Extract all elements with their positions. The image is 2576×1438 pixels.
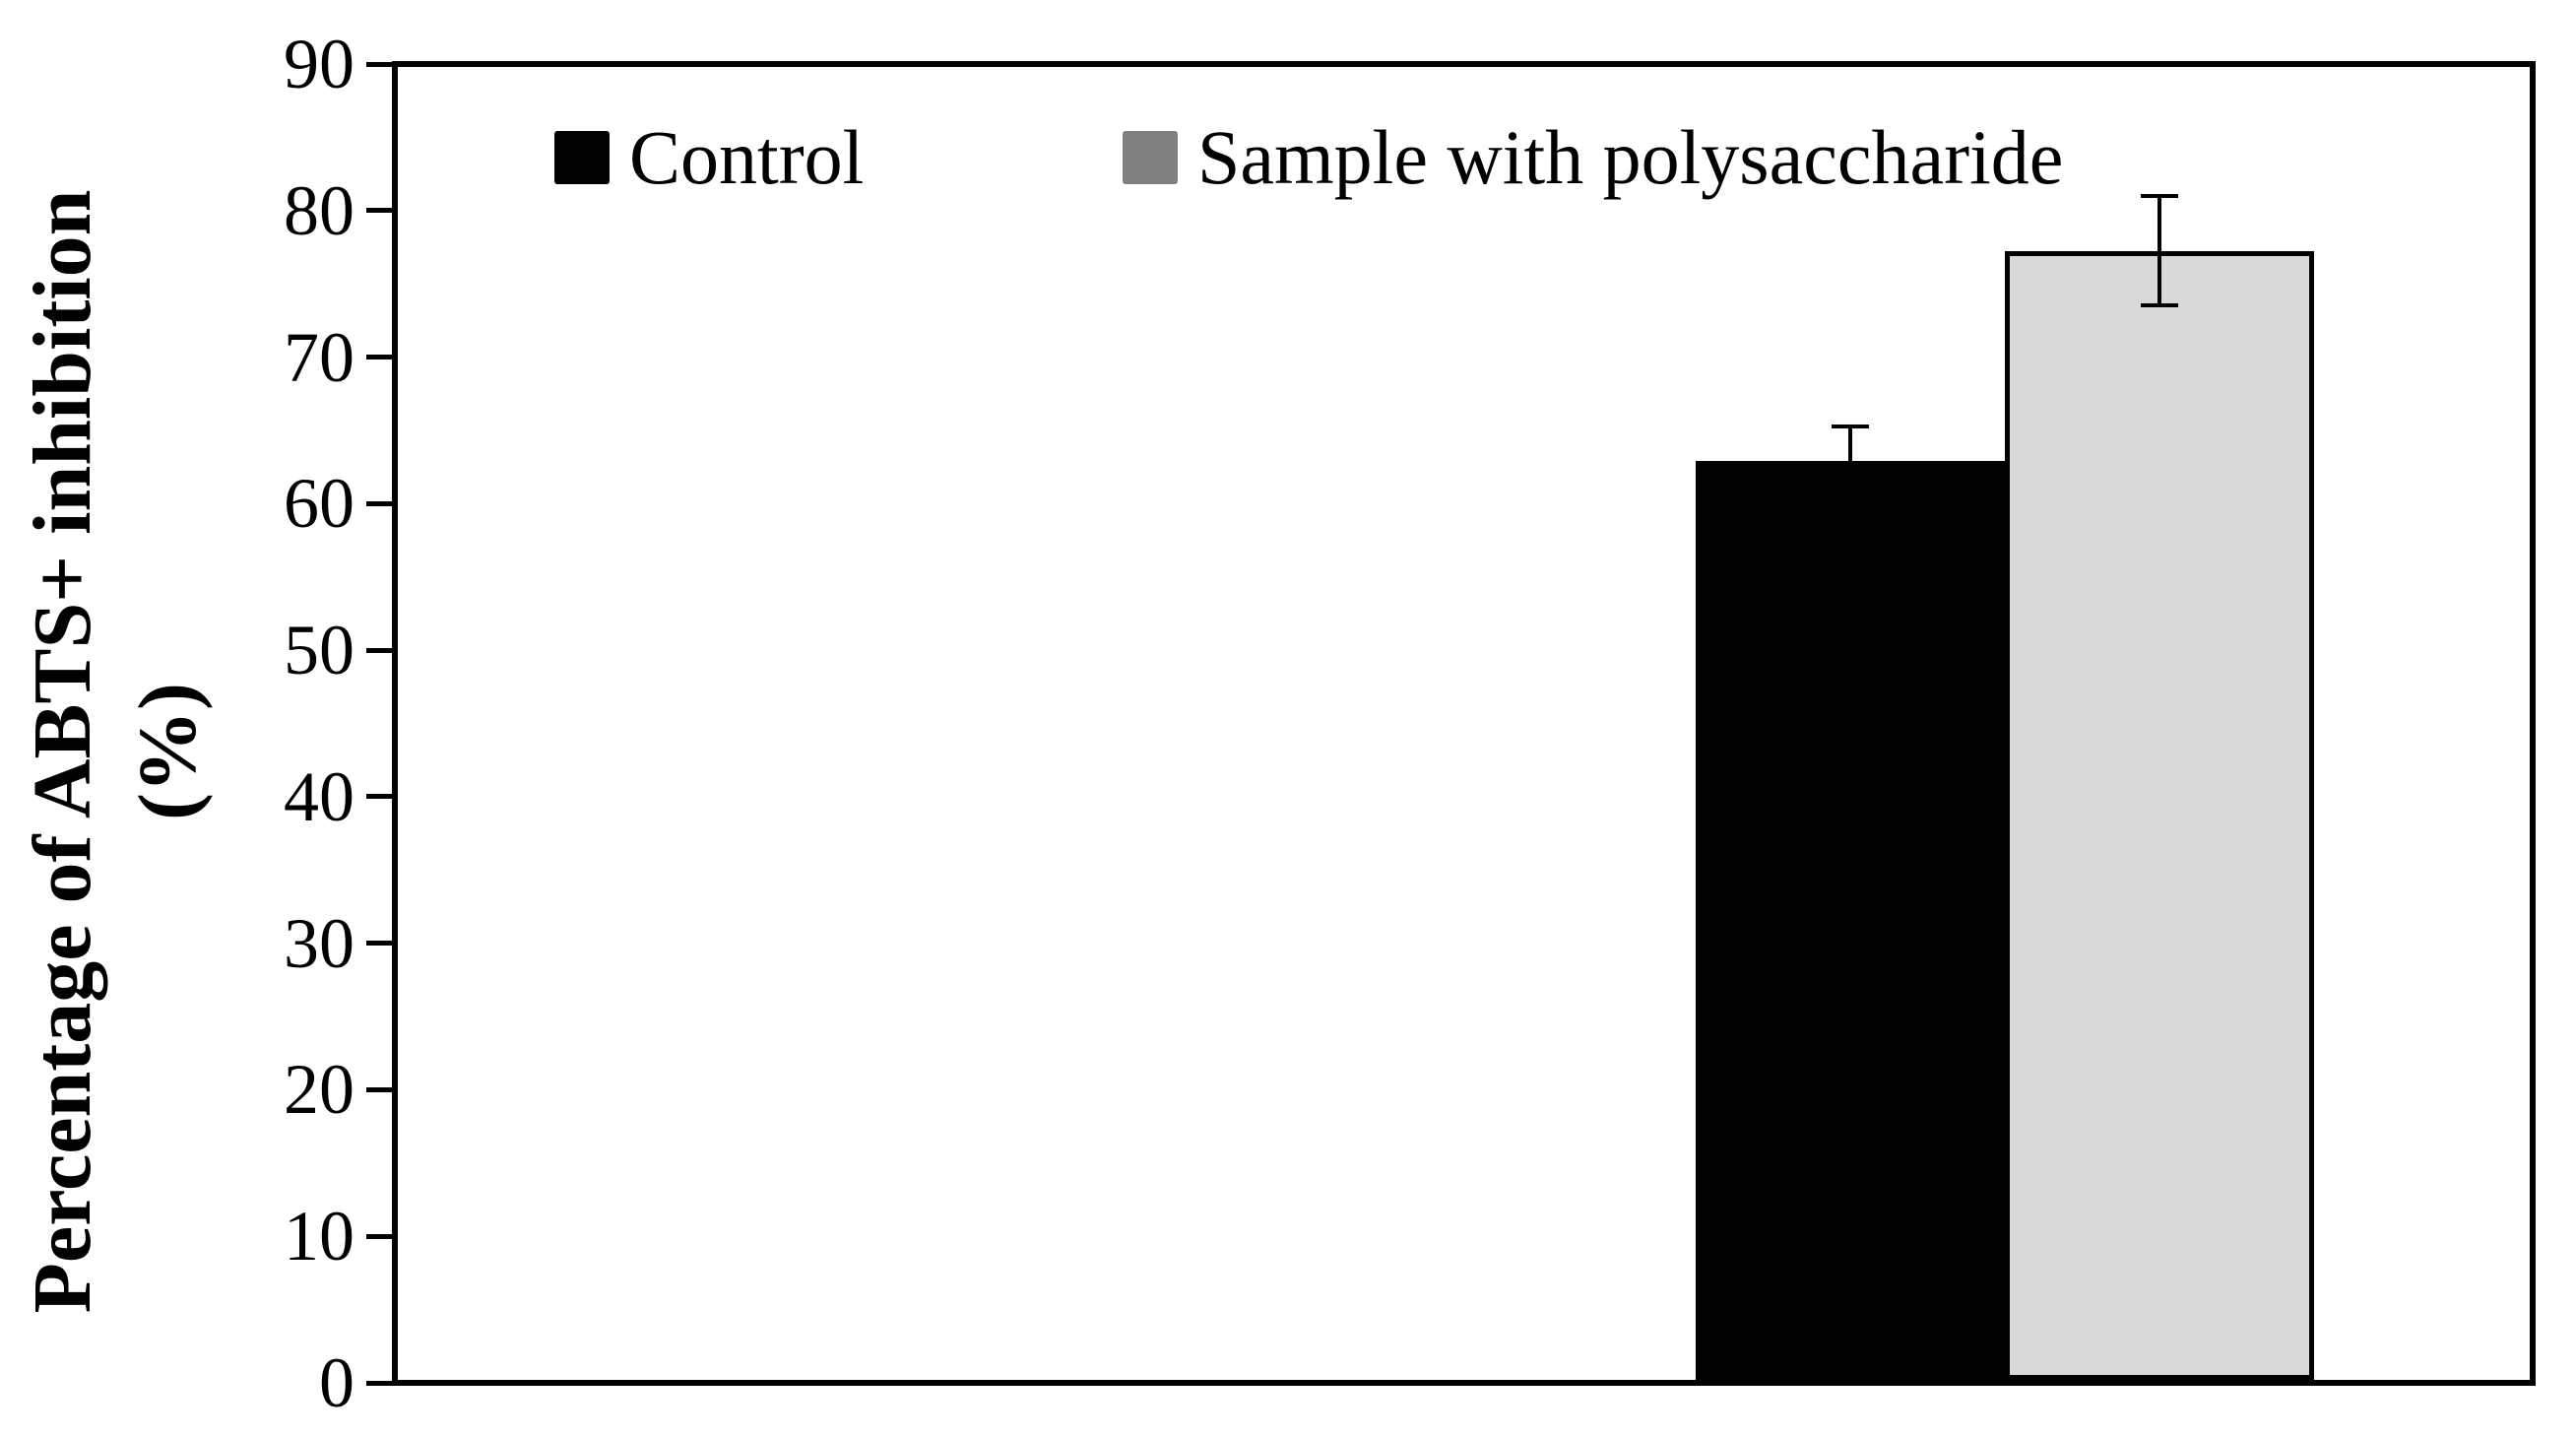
legend-swatch-control <box>554 131 610 184</box>
plot-area: Control Sample with polysaccharide <box>392 61 2536 1386</box>
y-tick-60 <box>366 500 394 506</box>
y-tick-label-20: 20 <box>284 1050 354 1130</box>
y-tick-0 <box>366 1380 394 1386</box>
legend-item-sample: Sample with polysaccharide <box>1123 116 2063 199</box>
error-bar-line-1 <box>2157 193 2161 308</box>
error-bar-cap-bottom-1 <box>2141 303 2178 308</box>
legend-swatch-sample <box>1123 131 1178 184</box>
legend-item-control: Control <box>554 116 864 199</box>
bar-sample-with-polysaccharide <box>2005 250 2314 1380</box>
error-bar-cap-top-1 <box>2141 193 2178 198</box>
y-tick-label-0: 0 <box>319 1343 354 1422</box>
y-tick-90 <box>366 61 394 67</box>
y-tick-label-30: 30 <box>284 903 354 983</box>
y-tick-20 <box>366 1086 394 1092</box>
y-tick-label-40: 40 <box>284 756 354 836</box>
y-tick-label-90: 90 <box>284 25 354 103</box>
y-tick-80 <box>366 208 394 214</box>
y-tick-70 <box>366 355 394 360</box>
bar-control <box>1696 460 2005 1380</box>
error-bar-cap-bottom-0 <box>1832 492 1869 497</box>
y-tick-label-60: 60 <box>284 464 354 544</box>
y-tick-30 <box>366 941 394 947</box>
y-tick-10 <box>366 1233 394 1239</box>
y-tick-label-70: 70 <box>284 317 354 397</box>
y-tick-40 <box>366 794 394 800</box>
y-axis-title-line1: Percentage of ABTS+ inhibition <box>17 189 108 1314</box>
y-tick-50 <box>366 647 394 653</box>
y-tick-label-80: 80 <box>284 170 354 250</box>
y-tick-label-50: 50 <box>284 611 354 690</box>
legend-label-control: Control <box>629 114 865 200</box>
error-bar-line-0 <box>1848 424 1852 497</box>
y-tick-label-10: 10 <box>284 1197 354 1276</box>
error-bar-cap-top-0 <box>1832 424 1869 428</box>
legend-label-sample: Sample with polysaccharide <box>1197 114 2064 200</box>
